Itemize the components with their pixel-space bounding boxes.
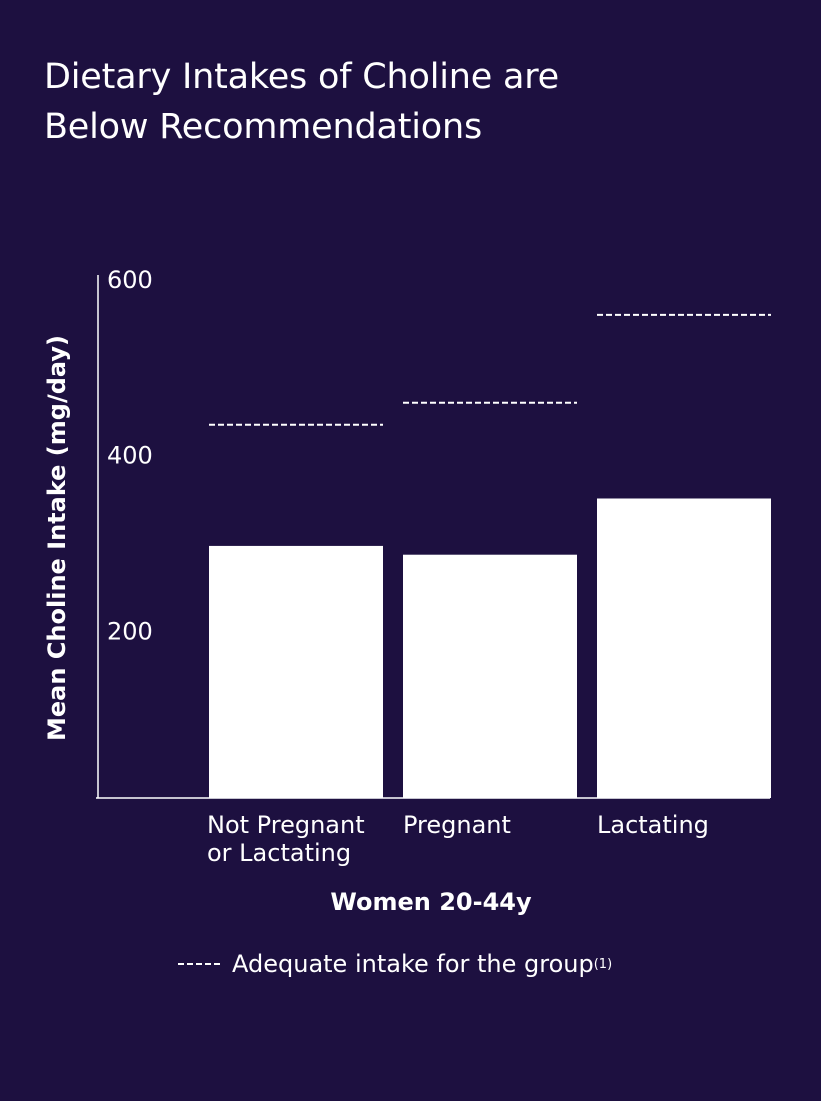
x-axis-label: Women 20-44y — [330, 888, 532, 916]
legend: Adequate intake for the group (1) — [178, 950, 612, 978]
category-label-not-pregnant: Not Pregnant or Lactating — [207, 811, 365, 867]
category-label-line: or Lactating — [207, 839, 352, 867]
legend-footnote-marker: (1) — [593, 956, 613, 972]
chart-title-line-1: Dietary Intakes of Choline are — [44, 57, 559, 97]
bar — [403, 554, 577, 798]
y-axis-label: Mean Choline Intake (mg/day) — [43, 335, 71, 741]
chart-title-line-2: Below Recommendations — [44, 107, 483, 147]
category-label-line: Lactating — [597, 811, 709, 839]
category-label-line: Pregnant — [403, 811, 511, 839]
chart-title: Dietary Intakes of Choline are Below Rec… — [44, 52, 784, 152]
y-tick-label: 200 — [107, 617, 153, 645]
y-tick-label: 400 — [107, 442, 153, 470]
category-label-pregnant: Pregnant — [403, 811, 511, 839]
dashed-line-icon — [178, 963, 220, 965]
bar — [209, 545, 383, 798]
category-label-line: Not Pregnant — [207, 811, 365, 839]
bar — [597, 498, 771, 798]
y-tick-label: 600 — [107, 266, 153, 294]
legend-label: Adequate intake for the group — [232, 950, 594, 978]
category-label-lactating: Lactating — [597, 811, 709, 839]
